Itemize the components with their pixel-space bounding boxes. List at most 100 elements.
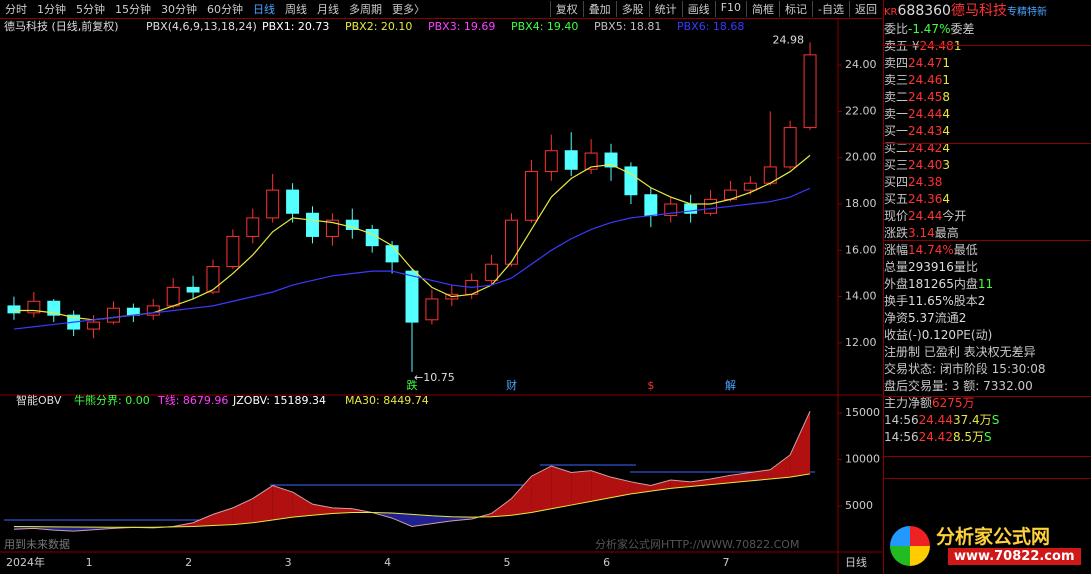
cell: S xyxy=(984,430,992,444)
cell: 8 xyxy=(942,90,951,104)
y-tick-label: 14.00 xyxy=(845,290,877,303)
cell: 14:56 xyxy=(884,430,919,444)
cell: 1 xyxy=(942,56,951,70)
toolbar-tab[interactable]: 30分钟 xyxy=(161,3,197,16)
cell: -1.47% xyxy=(908,22,951,36)
quote-row: 涨幅14.74%最低 xyxy=(884,241,1091,258)
cell: 24.44 xyxy=(908,209,943,223)
toolbar-button[interactable]: 叠加 xyxy=(582,1,616,17)
event-marker: $ xyxy=(647,379,654,392)
quote-row: 总量293916量比 xyxy=(884,258,1091,275)
quote-row: 涨跌3.14最高 xyxy=(884,224,1091,241)
order-row: 买四24.38 xyxy=(884,173,1091,190)
chart-title: 德马科技 (日线,前复权) xyxy=(4,19,119,33)
quote-row: 净资5.37流通2 xyxy=(884,309,1091,326)
toolbar-button[interactable]: 复权 xyxy=(549,1,583,17)
separator xyxy=(884,478,1091,479)
toolbar-tab[interactable]: 15分钟 xyxy=(115,3,151,16)
logo-url: www.70822.com xyxy=(948,548,1081,565)
logo-icon xyxy=(890,526,930,566)
legend-item: PBX1: 20.73 xyxy=(262,20,329,33)
obv-fill xyxy=(670,479,691,489)
toolbar-tab[interactable]: 月线 xyxy=(317,3,339,16)
cell: 24.44 xyxy=(918,413,953,427)
toolbar-tab[interactable]: 多周期 xyxy=(349,3,382,16)
obv-fill xyxy=(431,515,452,524)
toolbar-tab[interactable]: 分时 xyxy=(5,3,27,16)
toolbar-right: 复权 叠加 多股 统计 画线 F10 简框 标记 -自选 返回 xyxy=(549,1,882,17)
cell: 3 xyxy=(942,158,951,172)
candle-body xyxy=(704,198,718,214)
cell: 1 xyxy=(942,73,951,87)
cell: 0.120 xyxy=(921,328,957,342)
toolbar-button[interactable]: 画线 xyxy=(681,1,715,17)
candle-body xyxy=(584,152,598,170)
cell: 181265 xyxy=(908,277,954,291)
toolbar-button[interactable]: 标记 xyxy=(779,1,812,17)
cell: 24.48 xyxy=(919,39,954,53)
cell: 最低 xyxy=(953,243,978,257)
cell: 24.38 xyxy=(908,175,943,189)
cell: 11.65% xyxy=(908,294,954,308)
obv-fill xyxy=(650,479,671,492)
candle-body xyxy=(47,300,61,316)
y-tick-label: 24.00 xyxy=(845,58,877,71)
cell: 涨幅 xyxy=(884,243,909,257)
toolbar-button[interactable]: -自选 xyxy=(812,1,849,17)
cell: 14:56 xyxy=(884,413,919,427)
obv-fill xyxy=(212,507,233,526)
cell: 流通 xyxy=(934,311,959,325)
toolbar-button[interactable]: F10 xyxy=(714,1,746,17)
candle-body xyxy=(345,219,359,230)
cell: 4 xyxy=(942,192,951,206)
annotation: ←10.75 xyxy=(414,371,455,384)
cell: 2 xyxy=(958,311,967,325)
legend-item: PBX4: 19.40 xyxy=(511,20,578,33)
legend-item: T线: 8679.96 xyxy=(157,393,228,407)
toolbar: 分时 1分钟 5分钟 15分钟 30分钟 60分钟 日线 周线 月线 多周期 更多〉 复权 叠加 多股 统计… xyxy=(0,0,882,19)
event-marker: 财 xyxy=(506,378,517,392)
order-row: 买五24.364 xyxy=(884,190,1091,207)
toolbar-tab[interactable]: 更多〉 xyxy=(392,3,425,16)
period-label: 日线 xyxy=(845,555,867,569)
obv-fill xyxy=(252,485,273,523)
candle-body xyxy=(803,54,817,129)
toolbar-button[interactable]: 简框 xyxy=(746,1,779,17)
toolbar-tab[interactable]: 1分钟 xyxy=(37,3,66,16)
x-tick-label: 7 xyxy=(722,556,729,569)
y-tick-label: 18.00 xyxy=(845,197,877,210)
obv-fill xyxy=(770,454,791,480)
candle-body xyxy=(7,305,21,314)
cell: 买二 xyxy=(884,141,909,155)
obv-fill xyxy=(272,485,293,520)
cell: 卖四 xyxy=(884,56,909,70)
cell: 专精特新 xyxy=(1006,7,1047,18)
cell: 量比 xyxy=(953,260,978,274)
ma-line xyxy=(13,187,811,330)
cell: 24.45 xyxy=(908,90,943,104)
candle-body xyxy=(544,150,558,173)
candle-body xyxy=(306,212,319,237)
order-row: 买三24.403 xyxy=(884,156,1091,173)
cell: 24.42 xyxy=(918,430,953,444)
cell: 买三 xyxy=(884,158,909,172)
main-net: 主力净额6275万 xyxy=(884,394,1091,411)
toolbar-tab[interactable]: 周线 xyxy=(285,3,307,16)
candle-body xyxy=(624,166,638,196)
toolbar-button[interactable]: 返回 xyxy=(849,1,882,17)
cell: 6275万 xyxy=(932,396,975,410)
cell: 688360 xyxy=(897,3,951,19)
toolbar-button[interactable]: 统计 xyxy=(648,1,682,17)
separator xyxy=(884,143,1091,144)
cell: 2 xyxy=(977,294,986,308)
toolbar-tab[interactable]: 60分钟 xyxy=(207,3,243,16)
cell: 买一 xyxy=(884,124,909,138)
toolbar-button[interactable]: 多股 xyxy=(615,1,649,17)
y-tick-label: 20.00 xyxy=(845,151,877,164)
toolbar-tab[interactable]: 日线 xyxy=(253,3,275,16)
candle-body xyxy=(27,300,41,314)
toolbar-tab[interactable]: 5分钟 xyxy=(76,3,105,16)
obv-line xyxy=(13,411,811,532)
x-tick-label: 2 xyxy=(185,556,192,569)
